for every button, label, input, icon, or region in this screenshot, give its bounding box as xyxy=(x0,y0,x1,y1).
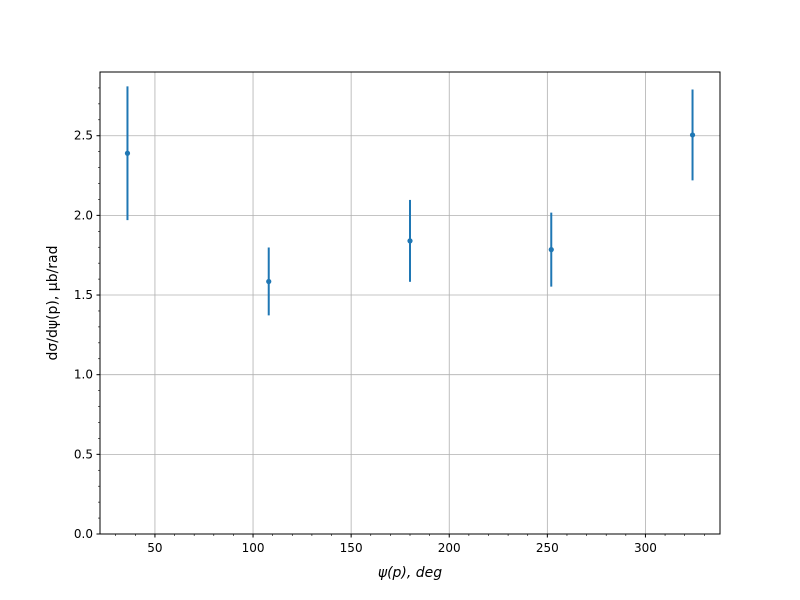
data-point xyxy=(689,132,696,138)
data-point xyxy=(548,247,554,253)
data-point xyxy=(124,150,131,156)
x-tick-label: 300 xyxy=(634,541,657,555)
y-tick-label: 0.0 xyxy=(74,527,93,541)
x-tick-label: 150 xyxy=(340,541,363,555)
data-point xyxy=(266,278,272,285)
data-series xyxy=(124,86,696,316)
x-tick-label: 200 xyxy=(438,541,461,555)
x-tick-label: 50 xyxy=(147,541,162,555)
ticks: 50 100 150 200 250 300 0.0 0.5 1.0 1.5 2.0 2.5 xyxy=(74,87,705,555)
plot-frame xyxy=(99,71,721,535)
y-tick-label: 1.0 xyxy=(74,368,93,382)
x-tick-label: 100 xyxy=(242,541,265,555)
y-tick-label: 0.5 xyxy=(74,447,93,461)
x-tick-label: 250 xyxy=(536,541,559,555)
grid xyxy=(100,72,720,535)
y-axis-label: dσ/dψ(p), μb/rad xyxy=(45,245,61,360)
y-tick-label: 2.0 xyxy=(74,208,93,222)
y-tick-label: 1.5 xyxy=(74,288,93,302)
data-point xyxy=(407,238,413,244)
x-axis-label: ψ(p), deg xyxy=(378,565,442,581)
y-tick-label: 2.5 xyxy=(74,129,93,143)
